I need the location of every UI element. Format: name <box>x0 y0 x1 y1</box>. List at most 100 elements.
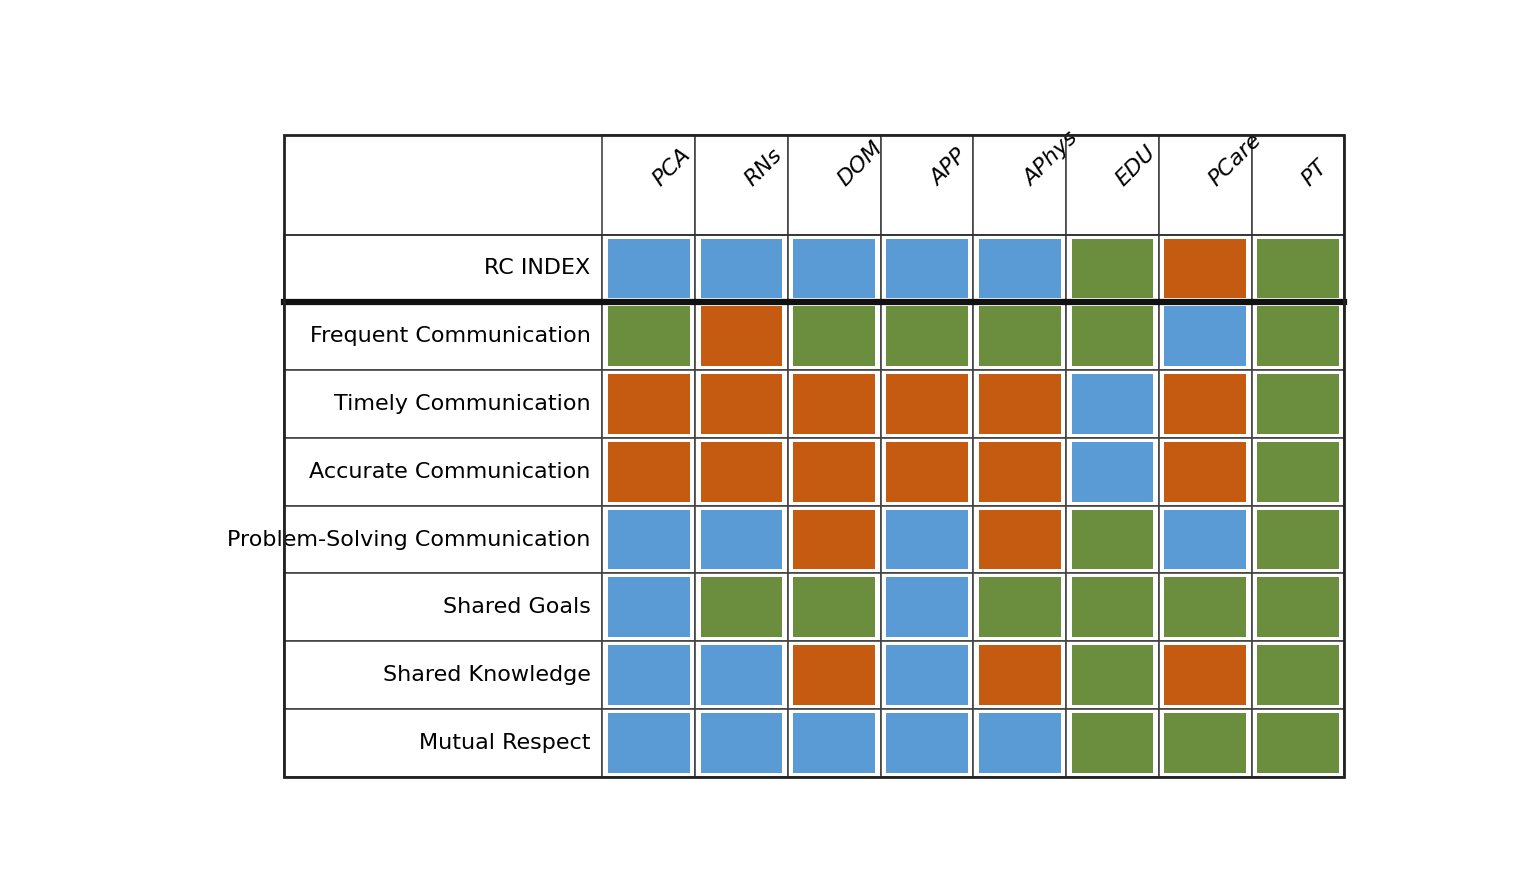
Bar <box>1072 375 1154 434</box>
Bar <box>1072 238 1154 298</box>
Text: APP: APP <box>927 146 971 190</box>
Bar <box>602 505 695 573</box>
Bar <box>1158 642 1251 709</box>
Bar <box>1251 302 1345 370</box>
Bar <box>608 306 690 366</box>
Bar <box>787 505 880 573</box>
Bar <box>608 442 690 502</box>
Bar <box>701 510 783 569</box>
Bar <box>1072 306 1154 366</box>
Bar <box>793 510 876 569</box>
Bar <box>1072 713 1154 772</box>
Bar <box>973 709 1066 777</box>
Bar <box>1164 306 1246 366</box>
Bar <box>284 235 602 302</box>
Bar <box>1251 235 1345 302</box>
Bar <box>695 370 787 438</box>
Bar <box>793 238 876 298</box>
Bar <box>973 642 1066 709</box>
Bar <box>1164 510 1246 569</box>
Bar <box>979 238 1061 298</box>
Bar <box>1257 645 1339 705</box>
Bar <box>1251 135 1345 235</box>
Bar <box>973 505 1066 573</box>
Text: Timely Communication: Timely Communication <box>334 394 590 414</box>
Text: Problem-Solving Communication: Problem-Solving Communication <box>226 530 590 549</box>
Bar <box>602 302 695 370</box>
Bar <box>701 645 783 705</box>
Bar <box>1164 713 1246 772</box>
Bar <box>880 505 973 573</box>
Bar <box>1257 713 1339 772</box>
Bar <box>284 438 602 505</box>
Bar <box>1072 645 1154 705</box>
Bar <box>701 306 783 366</box>
Bar <box>973 573 1066 642</box>
Bar <box>602 235 695 302</box>
Bar <box>979 645 1061 705</box>
Bar <box>787 135 880 235</box>
Bar <box>793 442 876 502</box>
Bar <box>886 442 968 502</box>
Bar <box>1158 709 1251 777</box>
Bar <box>608 238 690 298</box>
Bar <box>793 578 876 637</box>
Bar <box>695 135 787 235</box>
Bar <box>695 235 787 302</box>
Text: PT: PT <box>1298 157 1332 190</box>
Bar <box>979 578 1061 637</box>
Bar <box>787 370 880 438</box>
Bar <box>1072 442 1154 502</box>
Bar <box>284 302 602 370</box>
Text: Accurate Communication: Accurate Communication <box>309 461 590 482</box>
Bar <box>787 235 880 302</box>
Bar <box>602 709 695 777</box>
Bar <box>701 442 783 502</box>
Bar <box>1066 370 1158 438</box>
Bar <box>787 302 880 370</box>
Bar <box>886 306 968 366</box>
Bar <box>973 302 1066 370</box>
Bar <box>1066 302 1158 370</box>
Bar <box>1066 438 1158 505</box>
Bar <box>880 370 973 438</box>
Bar <box>793 645 876 705</box>
Bar <box>284 709 602 777</box>
Bar <box>1251 709 1345 777</box>
Bar <box>1164 442 1246 502</box>
Bar <box>979 306 1061 366</box>
Bar <box>886 238 968 298</box>
Text: Frequent Communication: Frequent Communication <box>310 326 590 346</box>
Bar <box>1251 505 1345 573</box>
Bar <box>1158 370 1251 438</box>
Bar <box>787 438 880 505</box>
Bar <box>602 370 695 438</box>
Bar <box>602 642 695 709</box>
Bar <box>886 645 968 705</box>
Bar <box>787 573 880 642</box>
Bar <box>886 510 968 569</box>
Bar <box>1257 375 1339 434</box>
Bar <box>602 135 695 235</box>
Bar <box>602 573 695 642</box>
Text: Shared Goals: Shared Goals <box>442 598 590 617</box>
Text: PCare: PCare <box>1205 129 1266 190</box>
Bar <box>880 302 973 370</box>
Bar <box>880 573 973 642</box>
Bar <box>1158 505 1251 573</box>
Bar <box>695 438 787 505</box>
Text: Mutual Respect: Mutual Respect <box>420 733 590 753</box>
Bar <box>701 713 783 772</box>
Bar <box>1251 573 1345 642</box>
Bar <box>979 375 1061 434</box>
Bar <box>602 438 695 505</box>
Bar <box>1257 578 1339 637</box>
Bar <box>608 578 690 637</box>
Bar <box>880 438 973 505</box>
Bar <box>284 642 602 709</box>
Bar <box>979 713 1061 772</box>
Text: Shared Knowledge: Shared Knowledge <box>383 665 590 685</box>
Bar <box>979 510 1061 569</box>
Bar <box>695 505 787 573</box>
Bar <box>701 238 783 298</box>
